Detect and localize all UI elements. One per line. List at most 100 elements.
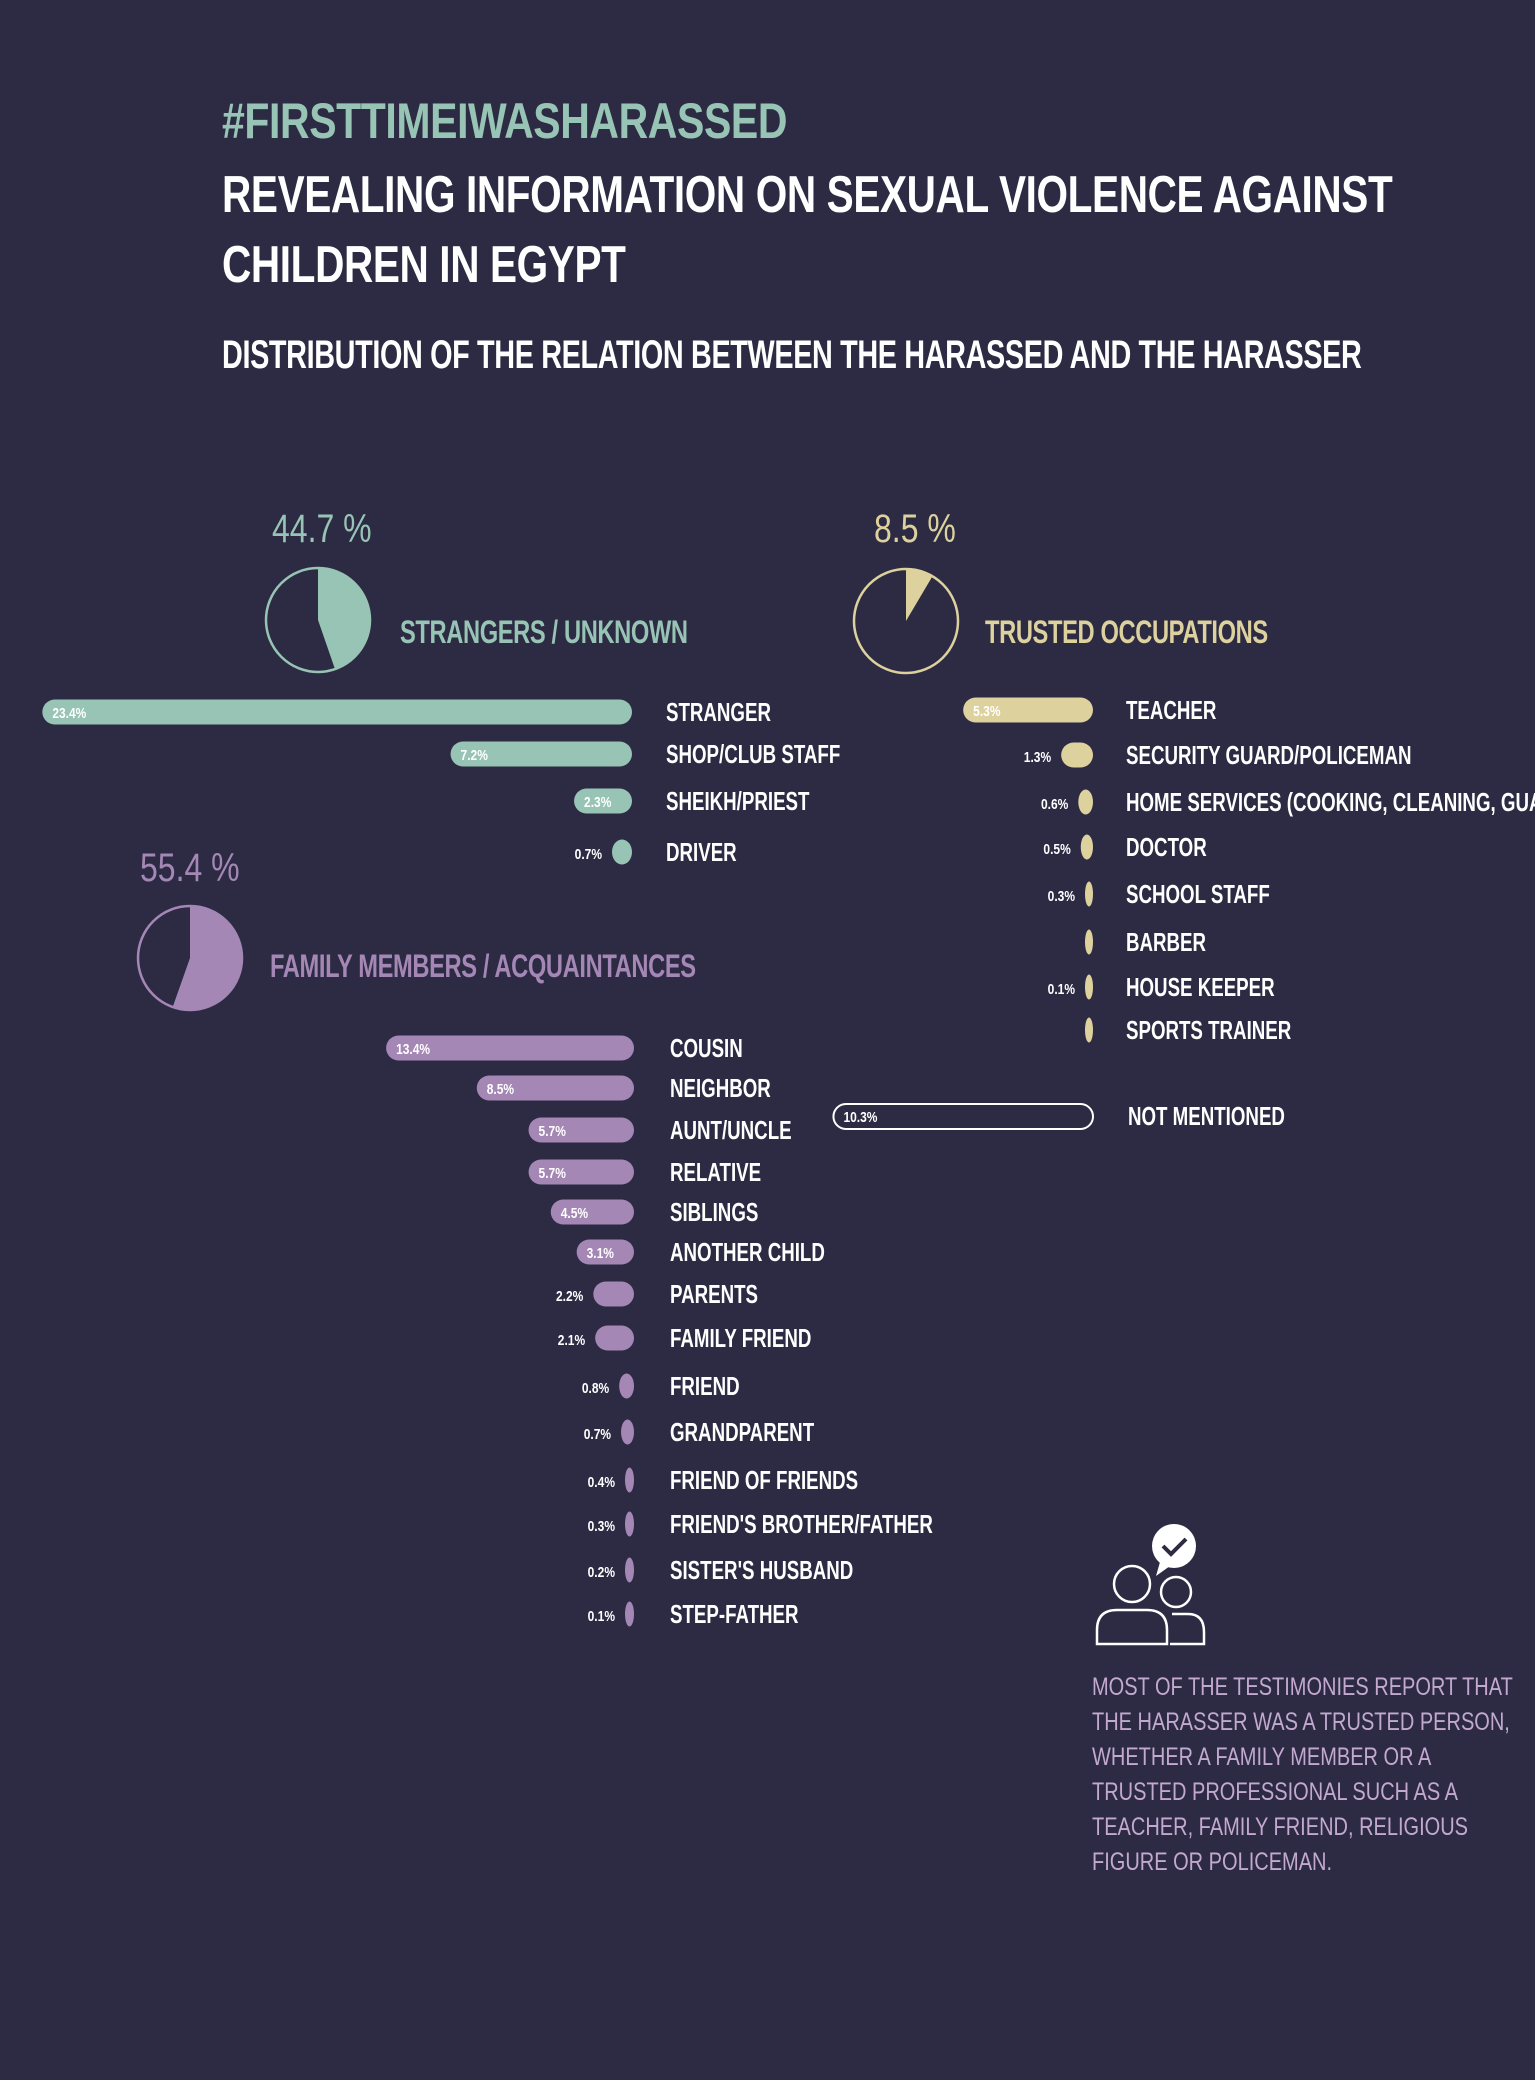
family-value-label: 4.5% [561,1205,588,1222]
strangers-category-label: DRIVER [666,837,737,867]
family-category-label: STEP-FATHER [670,1599,799,1629]
strangers-value-label: 23.4% [52,705,86,722]
note-line: THE HARASSER WAS A TRUSTED PERSON, [1092,1708,1510,1736]
not-mentioned-value-label: 10.3% [843,1109,877,1126]
trusted-value-label: 1.3% [1024,749,1051,766]
family-category-label: SISTER'S HUSBAND [670,1555,853,1585]
trusted-category-label: SPORTS TRAINER [1126,1015,1291,1045]
strangers-pie-slice [318,568,370,670]
family-category-label: FRIEND OF FRIENDS [670,1465,858,1495]
family-bar [550,1199,634,1225]
family-category-label: FRIEND [670,1371,740,1401]
family-pie-slice [172,906,242,1010]
strangers-value-label: 7.2% [461,747,488,764]
family-value-label: 0.4% [588,1474,615,1491]
trusted-category-label: DOCTOR [1126,832,1207,862]
family-bar [528,1159,634,1185]
family-category-label: FRIEND'S BROTHER/FATHER [670,1509,933,1539]
family-bar [595,1325,634,1351]
family-label: FAMILY MEMBERS / ACQUAINTANCES [270,948,696,984]
trusted-bar [1080,834,1093,860]
note-line: MOST OF THE TESTIMONIES REPORT THAT [1092,1673,1513,1701]
people-speech-check-icon [1095,1524,1206,1646]
family-value-label: 5.7% [539,1165,566,1182]
family-category-label: COUSIN [670,1033,743,1063]
trusted-category-label: SCHOOL STAFF [1126,879,1270,909]
family-category-label: FAMILY FRIEND [670,1323,811,1353]
family-value-label: 3.1% [587,1245,614,1262]
family-value-label: 0.8% [582,1380,609,1397]
family-value-label: 0.1% [588,1608,615,1625]
trusted-bar [1085,974,1093,1000]
hashtag: #FIRSTTIMEIWASHARASSED [222,93,788,149]
family-bar [625,1467,634,1493]
trusted-bar [1085,881,1093,907]
trusted-value-label: 0.3% [1048,888,1075,905]
family-category-label: RELATIVE [670,1157,761,1187]
family-percent: 55.4 % [140,846,240,890]
family-value-label: 2.2% [556,1288,583,1305]
trusted-bar [963,697,1093,723]
trusted-value-label: 0.1% [1048,981,1075,998]
family-bar [528,1117,634,1143]
note-line: WHETHER A FAMILY MEMBER OR A [1092,1743,1432,1771]
strangers-category-label: SHEIKH/PRIEST [666,786,810,816]
family-value-label: 5.7% [539,1123,566,1140]
title-line-1: REVEALING INFORMATION ON SEXUAL VIOLENCE… [222,166,1393,224]
family-bar [621,1419,634,1445]
trusted-bar [1085,1017,1093,1043]
family-bar [625,1601,634,1627]
strangers-category-label: SHOP/CLUB STAFF [666,739,840,769]
family-bar [386,1035,634,1061]
family-category-label: SIBLINGS [670,1197,758,1227]
family-bar [593,1281,634,1307]
family-bar [576,1239,634,1265]
trusted-category-label: HOUSE KEEPER [1126,972,1275,1002]
chart-subtitle: DISTRIBUTION OF THE RELATION BETWEEN THE… [222,333,1362,377]
strangers-bar [574,788,632,814]
strangers-bar [42,699,632,725]
title-line-2: CHILDREN IN EGYPT [222,236,626,294]
family-category-label: PARENTS [670,1279,758,1309]
not-mentioned-bar [832,1103,1094,1130]
family-bar [625,1511,634,1537]
family-value-label: 0.3% [588,1518,615,1535]
trusted-value-label: 0.6% [1041,796,1068,813]
trusted-percent: 8.5 % [874,507,956,551]
family-bar [625,1557,634,1583]
note-line: TEACHER, FAMILY FRIEND, RELIGIOUS [1092,1813,1468,1841]
family-category-label: ANOTHER CHILD [670,1237,825,1267]
strangers-bar [612,839,632,865]
family-bar [476,1075,634,1101]
strangers-category-label: STRANGER [666,697,771,727]
strangers-percent: 44.7 % [272,507,372,551]
trusted-category-label: HOME SERVICES (COOKING, CLEANING, GUARD) [1126,787,1535,817]
trusted-bar [1061,742,1093,768]
family-value-label: 8.5% [487,1081,514,1098]
strangers-bar [450,741,632,767]
note-line: FIGURE OR POLICEMAN. [1092,1848,1333,1876]
family-category-label: AUNT/UNCLE [670,1115,792,1145]
family-value-label: 2.1% [558,1332,585,1349]
strangers-value-label: 2.3% [584,794,611,811]
trusted-pie-slice [906,569,933,621]
trusted-bar [1078,789,1093,815]
family-value-label: 0.2% [588,1564,615,1581]
family-bar [619,1373,634,1399]
trusted-value-label: 0.5% [1043,841,1070,858]
not-mentioned-category-label: NOT MENTIONED [1128,1101,1285,1131]
trusted-category-label: SECURITY GUARD/POLICEMAN [1126,740,1412,770]
strangers-label: STRANGERS / UNKNOWN [400,614,688,650]
trusted-category-label: TEACHER [1126,695,1216,725]
family-value-label: 0.7% [584,1426,611,1443]
trusted-value-label: 5.3% [973,703,1000,720]
family-value-label: 13.4% [396,1041,430,1058]
trusted-bar [1085,929,1093,955]
trusted-label: TRUSTED OCCUPATIONS [985,614,1268,650]
strangers-value-label: 0.7% [575,846,602,863]
trusted-category-label: BARBER [1126,927,1206,957]
family-category-label: NEIGHBOR [670,1073,771,1103]
testimony-note: MOST OF THE TESTIMONIES REPORT THAT THE … [1092,1670,1513,1880]
note-line: TRUSTED PROFESSIONAL SUCH AS A [1092,1778,1459,1806]
